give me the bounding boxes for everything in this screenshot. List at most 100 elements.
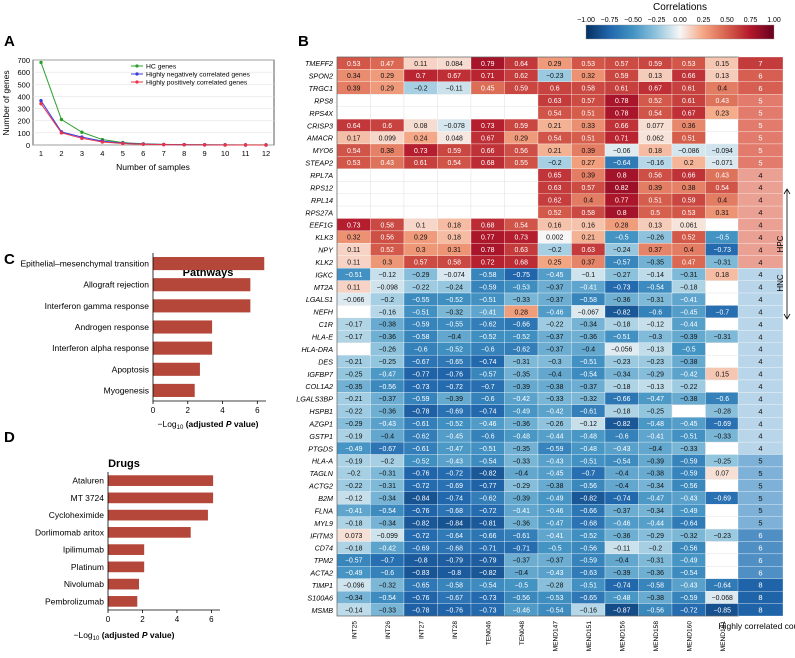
bar	[108, 492, 214, 504]
count-value-label: 6	[758, 531, 762, 540]
cell-value-label: 0.31	[448, 247, 462, 254]
cell-value-label: −0.51	[580, 359, 598, 366]
cell-value-label: 0.57	[582, 98, 596, 105]
cell-value-label: −0.56	[680, 483, 698, 490]
cell-value-label: −0.59	[546, 446, 564, 453]
cell-value-label: −0.34	[613, 371, 631, 378]
x-tick-label: 11	[242, 149, 250, 158]
cell-value-label: −0.84	[446, 520, 464, 527]
cell-value-label: −0.51	[479, 446, 497, 453]
cell-value-label: −0.59	[580, 558, 598, 565]
cell-value-label: 0.51	[582, 135, 596, 142]
cell-value-label: −0.65	[580, 595, 598, 602]
cell-value-label: −0.45	[546, 471, 564, 478]
count-value-label: 6	[758, 556, 762, 565]
cell-value-label: 0.18	[448, 222, 462, 229]
cell-value-label: −0.73	[479, 607, 497, 614]
cell-value-label: −0.41	[546, 533, 564, 540]
gene-label: RPL14	[311, 196, 333, 205]
heatmap-cell-empty	[671, 404, 706, 418]
cell-value-label: −0.82	[580, 496, 598, 503]
heatmap-cell-empty	[470, 181, 505, 194]
count-value-label: 4	[758, 320, 762, 329]
cell-value-label: 0.63	[582, 247, 596, 254]
cell-value-label: −0.45	[446, 433, 464, 440]
column-label: MEND156	[619, 621, 626, 652]
cell-value-label: −0.39	[680, 334, 698, 341]
cell-value-label: −0.48	[580, 433, 598, 440]
cell-value-label: 0.66	[615, 123, 629, 130]
cell-value-label: −0.4	[615, 558, 629, 565]
column-label: INT27	[418, 621, 425, 639]
cell-value-label: 0.78	[481, 247, 495, 254]
gene-label: C1R	[319, 320, 333, 329]
gene-label: RPS27A	[305, 208, 333, 217]
column-label: MEND161	[720, 621, 727, 652]
cell-value-label: 0.15	[716, 371, 730, 378]
panel-label-a: A	[4, 33, 15, 50]
cell-value-label: 0.57	[582, 185, 596, 192]
cell-value-label: −0.43	[613, 446, 631, 453]
cell-value-label: 0.16	[548, 222, 562, 229]
cell-value-label: −0.69	[446, 409, 464, 416]
cell-value-label: 0.78	[615, 111, 629, 118]
cell-value-label: −0.067	[578, 309, 599, 316]
heatmap-cell-empty	[437, 106, 472, 120]
cell-value-label: −0.46	[613, 520, 631, 527]
cell-value-label: −0.26	[546, 421, 564, 428]
cell-value-label: 0.29	[381, 73, 395, 80]
cell-value-label: −0.46	[546, 508, 564, 515]
category-label: Cycloheximide	[49, 510, 105, 520]
cell-value-label: 0.65	[548, 173, 562, 180]
count-value-label: 4	[758, 245, 762, 254]
bar	[108, 561, 145, 573]
cell-value-label: −0.65	[412, 583, 430, 590]
cell-value-label: −0.31	[647, 558, 665, 565]
cell-value-label: −0.38	[379, 322, 397, 329]
cell-value-label: −0.72	[412, 483, 430, 490]
gene-label: NEFH	[313, 308, 333, 317]
count-value-label: 4	[758, 444, 762, 453]
count-value-label: 5	[758, 494, 762, 503]
y-tick-label: 600	[17, 68, 30, 77]
cell-value-label: 0.59	[649, 61, 663, 68]
cell-value-label: −0.61	[412, 446, 430, 453]
cell-value-label: 0.68	[481, 222, 495, 229]
cell-value-label: 0.18	[448, 235, 462, 242]
cell-value-label: −0.33	[513, 458, 531, 465]
cell-value-label: 0.25	[548, 260, 562, 267]
heatmap-cell-empty	[705, 280, 740, 294]
cell-value-label: −0.77	[479, 483, 497, 490]
cell-value-label: −0.48	[580, 446, 598, 453]
cell-value-label: −0.56	[680, 545, 698, 552]
cell-value-label: −0.87	[613, 607, 631, 614]
cell-value-label: −0.35	[345, 384, 363, 391]
cell-value-label: 0.61	[414, 160, 428, 167]
gene-label: IFITM3	[310, 531, 333, 540]
cell-value-label: 0.66	[481, 148, 495, 155]
gene-label: MYO6	[313, 146, 333, 155]
cell-value-label: −0.72	[680, 607, 698, 614]
cell-value-label: −0.074	[444, 272, 465, 279]
cell-value-label: −0.068	[712, 595, 733, 602]
heatmap-cell-empty	[370, 94, 405, 107]
heatmap-cell-empty	[437, 193, 472, 207]
colorbar-tick-label: −0.25	[648, 17, 666, 24]
cell-value-label: 0.6	[550, 86, 560, 93]
cell-value-label: −0.17	[345, 334, 363, 341]
data-point	[264, 143, 268, 147]
count-value-label: 5	[758, 158, 762, 167]
cell-value-label: −0.58	[479, 272, 497, 279]
cell-value-label: 0.32	[347, 235, 361, 242]
panel-label-d: D	[4, 429, 15, 446]
cell-value-label: −0.66	[613, 396, 631, 403]
data-point	[223, 143, 227, 147]
cell-value-label: −0.54	[479, 458, 497, 465]
data-point	[39, 102, 43, 106]
cell-value-label: −0.16	[379, 309, 397, 316]
cell-value-label: −0.57	[613, 260, 631, 267]
cell-value-label: −0.37	[546, 284, 564, 291]
y-tick-label: 100	[17, 129, 30, 138]
bar	[108, 509, 208, 521]
cell-value-label: −0.19	[345, 458, 363, 465]
